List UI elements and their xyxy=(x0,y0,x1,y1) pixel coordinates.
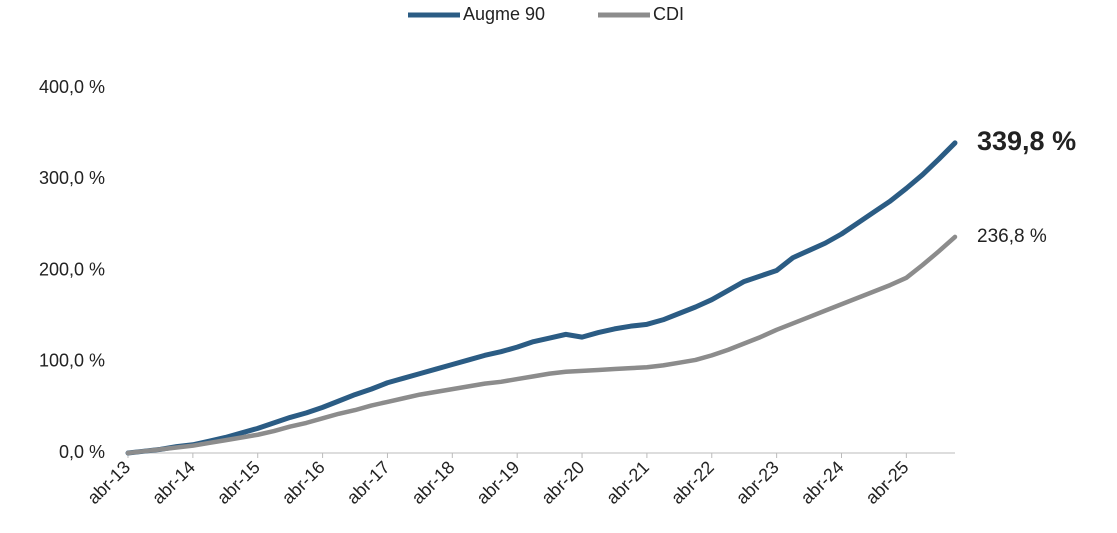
x-tick-label: abr-20 xyxy=(537,457,588,508)
x-tick-label: abr-23 xyxy=(732,457,783,508)
legend-label: Augme 90 xyxy=(463,4,545,24)
x-tick-label: abr-15 xyxy=(213,457,264,508)
x-tick-label: abr-19 xyxy=(472,457,523,508)
series-line xyxy=(125,140,958,456)
x-tick-label: abr-25 xyxy=(862,457,913,508)
x-tick-label: abr-17 xyxy=(343,457,394,508)
x-tick-label: abr-21 xyxy=(602,457,653,508)
series-line xyxy=(125,234,958,456)
y-tick-label: 100,0 % xyxy=(39,351,105,371)
x-tick-label: abr-13 xyxy=(83,457,134,508)
x-tick-label: abr-18 xyxy=(408,457,459,508)
x-tick-label: abr-16 xyxy=(278,457,329,508)
x-tick-label: abr-24 xyxy=(797,457,848,508)
x-tick-label: abr-22 xyxy=(667,457,718,508)
end-label: 236,8 % xyxy=(977,226,1047,247)
x-tick-label: abr-14 xyxy=(148,457,199,508)
y-tick-label: 300,0 % xyxy=(39,168,105,188)
y-tick-label: 200,0 % xyxy=(39,259,105,279)
legend-label: CDI xyxy=(653,4,684,24)
y-tick-label: 0,0 % xyxy=(59,442,105,462)
y-tick-label: 400,0 % xyxy=(39,77,105,97)
end-label: 339,8 % xyxy=(977,126,1076,156)
